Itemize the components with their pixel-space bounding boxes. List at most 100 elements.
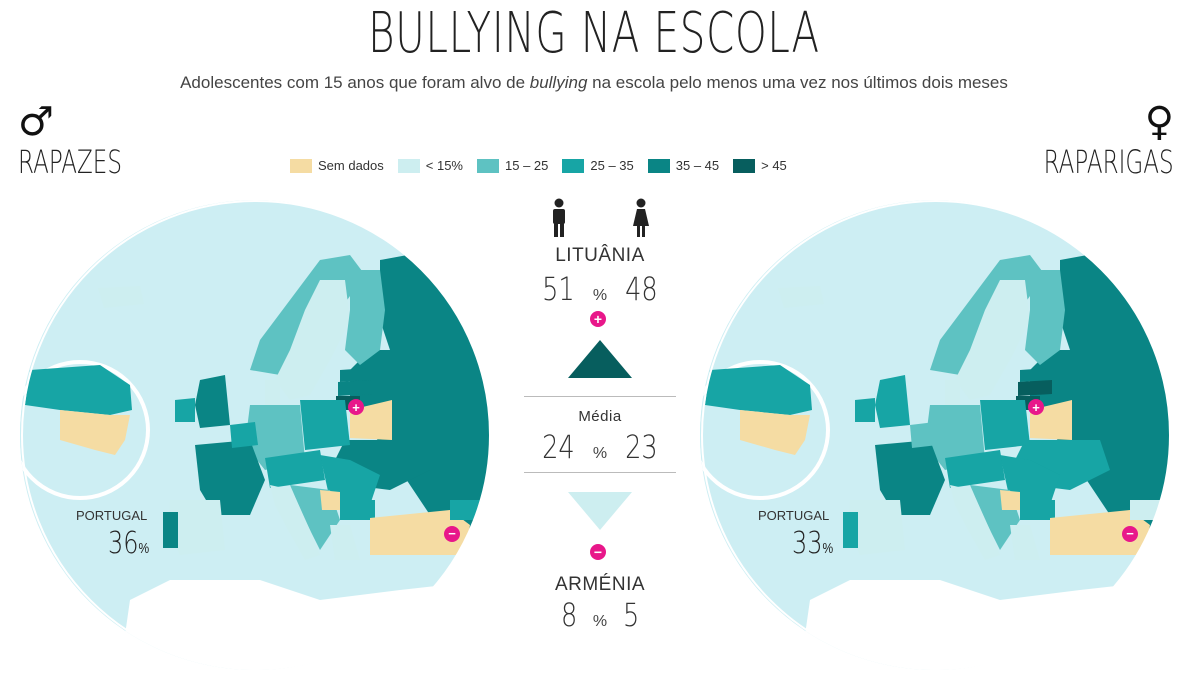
latvia [338,380,372,396]
latvia [1018,380,1052,396]
min-boys-value: 8 [560,596,577,634]
avg-values: 24 % 23 [542,428,658,466]
max-badge-icon [1028,399,1044,415]
denmark [945,380,960,405]
girl-icon [633,198,649,237]
girls-portugal-label: PORTUGAL [758,508,830,523]
uk [195,375,230,428]
bulgaria [1020,500,1055,520]
legend-swatch [733,158,756,173]
male-icon: ♂ [18,99,54,145]
triangle-down-icon [568,492,632,530]
estonia [340,368,370,382]
benelux [230,422,258,448]
estonia [1020,368,1050,382]
czech-austria [945,450,1005,488]
iceland [778,286,824,308]
girls-europe-map: + − [700,200,1170,670]
benelux [910,422,938,448]
uk [875,375,910,428]
iceland [98,286,144,308]
france [875,440,945,515]
canada [705,365,812,415]
legend-item: 15 – 25 [477,158,548,173]
boys-europe-map: + − [20,200,490,670]
legend: Sem dados < 15% 15 – 25 25 – 35 35 – 45 … [290,158,801,173]
greece [330,525,360,560]
sweden [955,280,1030,400]
legend-item: Sem dados [290,158,384,173]
avg-label: Média [578,408,622,425]
plus-icon: + [352,400,360,415]
divider [524,472,676,473]
min-country: ARMÉNIA [554,574,646,595]
denmark [265,380,280,405]
boys-label: RAPAZES [18,143,122,181]
legend-swatch [397,158,420,173]
czech-austria [265,450,325,488]
portugal [843,512,858,548]
usa [60,410,130,455]
spain [848,500,905,555]
germany [245,405,305,470]
legend-swatch [562,158,585,173]
max-badge: + [590,311,606,327]
boys-header: ♂ RAPAZES [18,100,162,180]
boys-portugal-value: 36% [108,526,150,561]
page-title: BULLYING NA ESCOLA [368,1,820,66]
subtitle: Adolescentes com 15 anos que foram alvo … [180,73,1008,92]
max-badge-icon [348,399,364,415]
plus-icon: + [1032,400,1040,415]
avg-boys-value: 24 [542,428,575,466]
italy [270,485,320,560]
serbia [1000,490,1020,510]
min-girls-value: 5 [623,596,640,634]
legend-item: 25 – 35 [562,158,634,173]
girls-portugal-value: 33% [792,526,834,561]
legend-item: > 45 [733,158,787,173]
min-badge-icon [1122,526,1138,542]
triangle-up-icon [568,340,632,378]
boys-portugal-label: PORTUGAL [76,508,148,523]
germany [925,405,985,470]
greece [1010,525,1040,560]
min-badge-icon [444,526,460,542]
stats-panel: LITUÂNIA 51 % 48 + Média 24 % 23 − ARMÉN… [524,190,676,640]
spain [168,500,225,555]
legend-swatch [290,158,312,173]
max-girls-value: 48 [625,270,658,308]
divider [524,396,676,397]
ireland [175,398,195,422]
legend-swatch [477,158,499,173]
min-badge: − [590,544,606,560]
boy-icon [553,198,565,237]
avg-girls-value: 23 [625,428,658,466]
italy [950,485,1000,560]
usa [740,410,810,455]
girls-header: ♀ RAPARIGAS [993,100,1174,180]
max-country: LITUÂNIA [555,245,645,266]
ireland [855,398,875,422]
girls-label: RAPARIGAS [1043,143,1174,181]
russia [350,240,490,580]
poland [980,400,1030,450]
turkey [370,510,470,555]
bulgaria [340,500,375,520]
canada [25,365,132,415]
female-icon: ♀ [1144,99,1174,145]
turkey [1050,510,1150,555]
legend-item: < 15% [397,158,463,173]
finland [345,270,385,365]
caucasus [1130,500,1160,520]
legend-item: 35 – 45 [647,158,719,173]
serbia [320,490,340,510]
minus-icon: − [1126,526,1134,541]
legend-swatch [647,158,670,173]
sweden [275,280,350,400]
poland [300,400,350,450]
minus-icon: − [448,526,456,541]
min-values: 8 % 5 [560,596,640,634]
finland [1025,270,1065,365]
max-boys-value: 51 [542,270,575,308]
max-values: 51 % 48 [542,270,658,308]
